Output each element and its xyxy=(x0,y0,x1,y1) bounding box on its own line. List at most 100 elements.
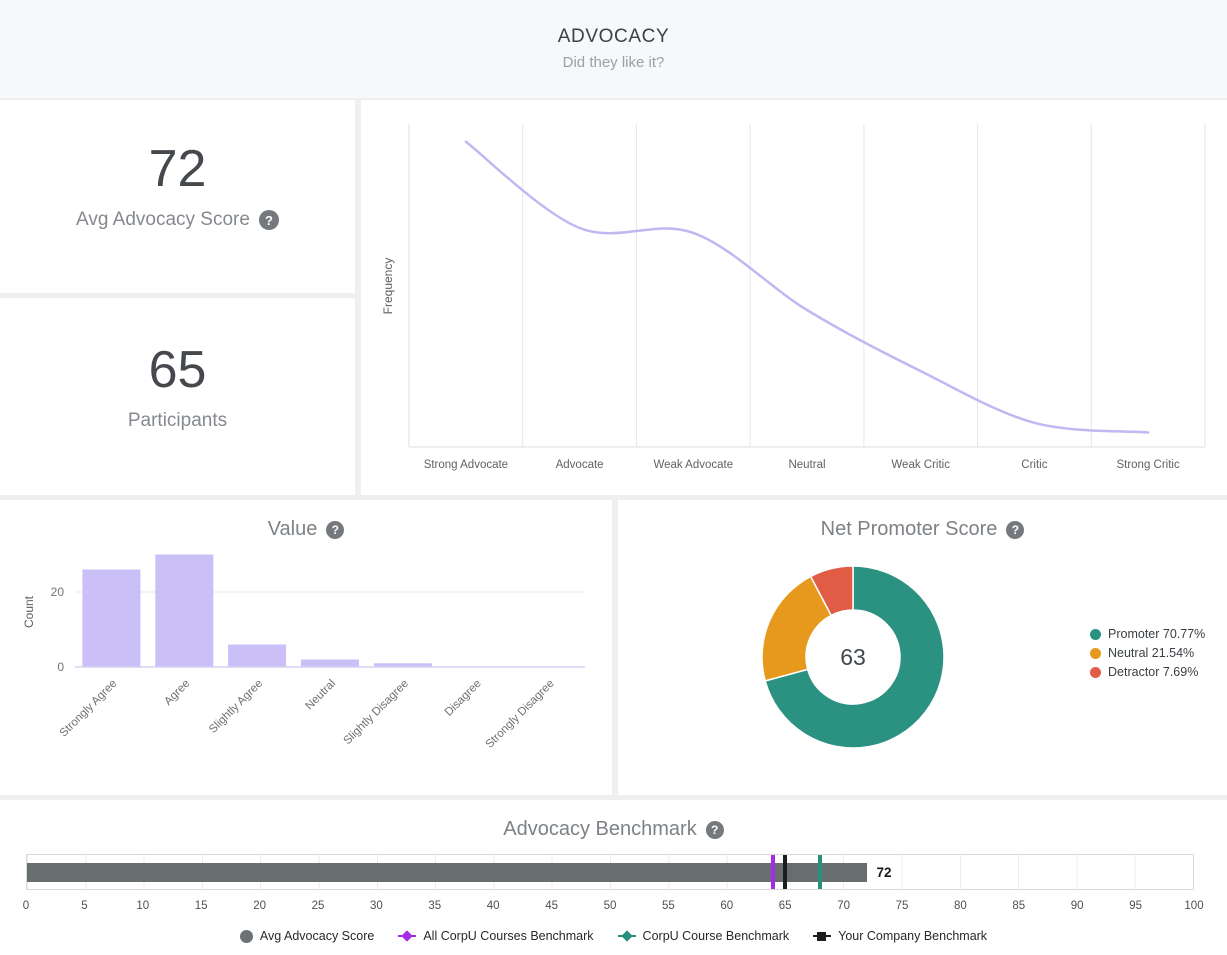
benchmark-axis-tick-label: 5 xyxy=(81,900,88,912)
legend-diamond-marker-icon xyxy=(617,930,636,942)
value-chart-panel: Value ? 0 20 Count Strongly Agree Agree Sligh… xyxy=(0,500,612,795)
help-icon[interactable]: ? xyxy=(326,520,345,539)
value-bar-chart: 0 20 Count Strongly Agree Agree Slightly Agre… xyxy=(22,554,585,751)
nps-slice-promoter[interactable] xyxy=(764,565,945,749)
freq-category-label: Critic xyxy=(1021,459,1047,471)
benchmark-legend-label: CorpU Course Benchmark xyxy=(642,929,790,943)
frequency-curve[interactable] xyxy=(464,140,1150,434)
value-chart-title: Value xyxy=(267,518,318,540)
benchmark-axis-tick-label: 75 xyxy=(895,900,909,912)
value-category-label: Strongly Agree xyxy=(58,678,120,740)
freq-category-label: Weak Advocate xyxy=(653,459,733,471)
value-bar[interactable] xyxy=(82,569,141,668)
value-bar[interactable] xyxy=(301,659,359,668)
benchmark-axis-tick-label: 15 xyxy=(194,900,208,912)
benchmark-legend: Avg Advocacy Score All CorpU Courses Benc… xyxy=(0,929,1227,943)
value-y-tick-label: 20 xyxy=(51,585,65,599)
benchmark-axis: 0 5 10 15 20 25 30 35 40 45 50 55 60 65 70 75 80 85 90 95 10… xyxy=(22,900,1204,914)
benchmark-axis-tick-label: 20 xyxy=(253,900,266,912)
benchmark-axis-tick-label: 25 xyxy=(311,900,325,912)
benchmark-legend-label: Avg Advocacy Score xyxy=(259,929,375,943)
help-icon[interactable]: ? xyxy=(705,820,724,839)
benchmark-legend-item[interactable]: Your Company Benchmark xyxy=(813,929,987,943)
benchmark-marker-all-corpu-courses-benchmark[interactable] xyxy=(771,855,776,889)
participants-label: Participants xyxy=(127,410,228,431)
benchmark-title: Advocacy Benchmark xyxy=(503,818,697,840)
benchmark-panel: Advocacy Benchmark ? 72 0 5 10 15 20 25 30 35 40… xyxy=(0,800,1227,955)
avg-advocacy-score-card: 72 Avg Advocacy Score ? xyxy=(0,100,355,293)
value-category-label: Strongly Disagree xyxy=(484,678,557,751)
benchmark-axis-tick-label: 95 xyxy=(1129,900,1142,912)
value-category-label: Slightly Disagree xyxy=(342,678,412,748)
nps-title: Net Promoter Score xyxy=(820,518,998,540)
benchmark-axis-tick-label: 70 xyxy=(837,900,850,912)
page-header: ADVOCACY Did they like it? xyxy=(0,0,1227,98)
nps-legend-item[interactable]: Promoter 70.77% xyxy=(1090,627,1205,641)
freq-category-label: Neutral xyxy=(788,459,825,471)
benchmark-axis-tick-label: 0 xyxy=(22,900,30,912)
benchmark-axis-tick-label: 60 xyxy=(720,900,734,912)
freq-y-axis-label: Frequency xyxy=(381,258,395,315)
nps-legend-item[interactable]: Detractor 7.69% xyxy=(1090,665,1205,679)
value-category-label: Disagree xyxy=(443,678,484,719)
page-subtitle: Did they like it? xyxy=(562,54,665,71)
legend-circle-icon xyxy=(239,929,253,943)
frequency-chart-panel: Frequency Strong Advocate Advocate Weak Adv… xyxy=(361,100,1227,495)
benchmark-axis-tick-label: 90 xyxy=(1070,900,1084,912)
benchmark-axis-tick-label: 85 xyxy=(1012,900,1026,912)
participants-value: 65 xyxy=(148,341,207,399)
help-icon[interactable]: ? xyxy=(1006,520,1025,539)
legend-dot-icon xyxy=(1090,628,1101,640)
value-chart-title-row: Value ? xyxy=(0,518,612,541)
nps-legend-item[interactable]: Neutral 21.54% xyxy=(1090,646,1205,660)
freq-category-label: Strong Advocate xyxy=(424,459,508,471)
benchmark-axis-tick-label: 30 xyxy=(369,900,383,912)
legend-dot-icon xyxy=(1090,647,1101,659)
nps-panel: Net Promoter Score ? 63 Promoter 70.77% N… xyxy=(618,500,1227,795)
frequency-chart: Frequency Strong Advocate Advocate Weak Adv… xyxy=(381,124,1206,471)
benchmark-value-label: 72 xyxy=(876,865,892,880)
benchmark-legend-item[interactable]: All CorpU Courses Benchmark xyxy=(398,929,594,943)
nps-title-row: Net Promoter Score ? xyxy=(618,518,1227,541)
freq-category-label: Weak Critic xyxy=(891,459,950,471)
benchmark-axis-tick-label: 65 xyxy=(778,900,792,912)
benchmark-axis-tick-label: 45 xyxy=(545,900,558,912)
nps-legend-label: Promoter 70.77% xyxy=(1108,627,1206,641)
nps-slice-detractor[interactable] xyxy=(809,565,854,617)
avg-advocacy-score-label-row: Avg Advocacy Score ? xyxy=(0,209,355,231)
benchmark-title-row: Advocacy Benchmark ? xyxy=(0,818,1227,841)
legend-diamond-marker-icon xyxy=(398,930,417,942)
value-bar[interactable] xyxy=(228,644,287,668)
benchmark-track: 72 xyxy=(26,854,1194,890)
benchmark-legend-item[interactable]: CorpU Course Benchmark xyxy=(617,929,790,943)
page-title: ADVOCACY xyxy=(557,26,670,47)
value-category-label: Slightly Agree xyxy=(207,678,265,736)
participants-label-row: Participants xyxy=(0,410,355,432)
value-y-axis-label: Count xyxy=(22,595,36,628)
benchmark-score-bar[interactable] xyxy=(27,863,867,882)
benchmark-axis-tick-label: 80 xyxy=(953,900,967,912)
participants-card: 65 Participants xyxy=(0,298,355,495)
benchmark-legend-item[interactable]: Avg Advocacy Score xyxy=(239,929,375,943)
value-bar[interactable] xyxy=(155,554,214,668)
help-icon[interactable]: ? xyxy=(258,210,279,230)
avg-advocacy-score-value: 72 xyxy=(148,140,207,198)
benchmark-axis-tick-label: 55 xyxy=(661,900,675,912)
value-y-tick-label: 0 xyxy=(57,660,64,674)
benchmark-axis-tick-label: 35 xyxy=(428,900,442,912)
nps-legend: Promoter 70.77% Neutral 21.54% Detractor 7… xyxy=(1090,627,1205,679)
value-category-label: Agree xyxy=(162,678,192,708)
benchmark-axis-tick-label: 50 xyxy=(603,900,617,912)
nps-donut-chart: 63 xyxy=(761,565,945,749)
benchmark-axis-tick-label: 10 xyxy=(136,900,150,912)
benchmark-marker-corpu-course-benchmark[interactable] xyxy=(817,855,822,889)
nps-legend-label: Neutral 21.54% xyxy=(1108,646,1195,660)
freq-category-label: Strong Critic xyxy=(1116,459,1180,471)
benchmark-marker-your-company-benchmark[interactable] xyxy=(782,855,787,889)
benchmark-legend-label: All CorpU Courses Benchmark xyxy=(423,929,594,943)
nps-legend-label: Detractor 7.69% xyxy=(1108,665,1199,679)
value-bar[interactable] xyxy=(373,663,432,668)
avg-advocacy-score-label: Avg Advocacy Score xyxy=(76,209,250,230)
freq-category-label: Advocate xyxy=(556,459,604,471)
